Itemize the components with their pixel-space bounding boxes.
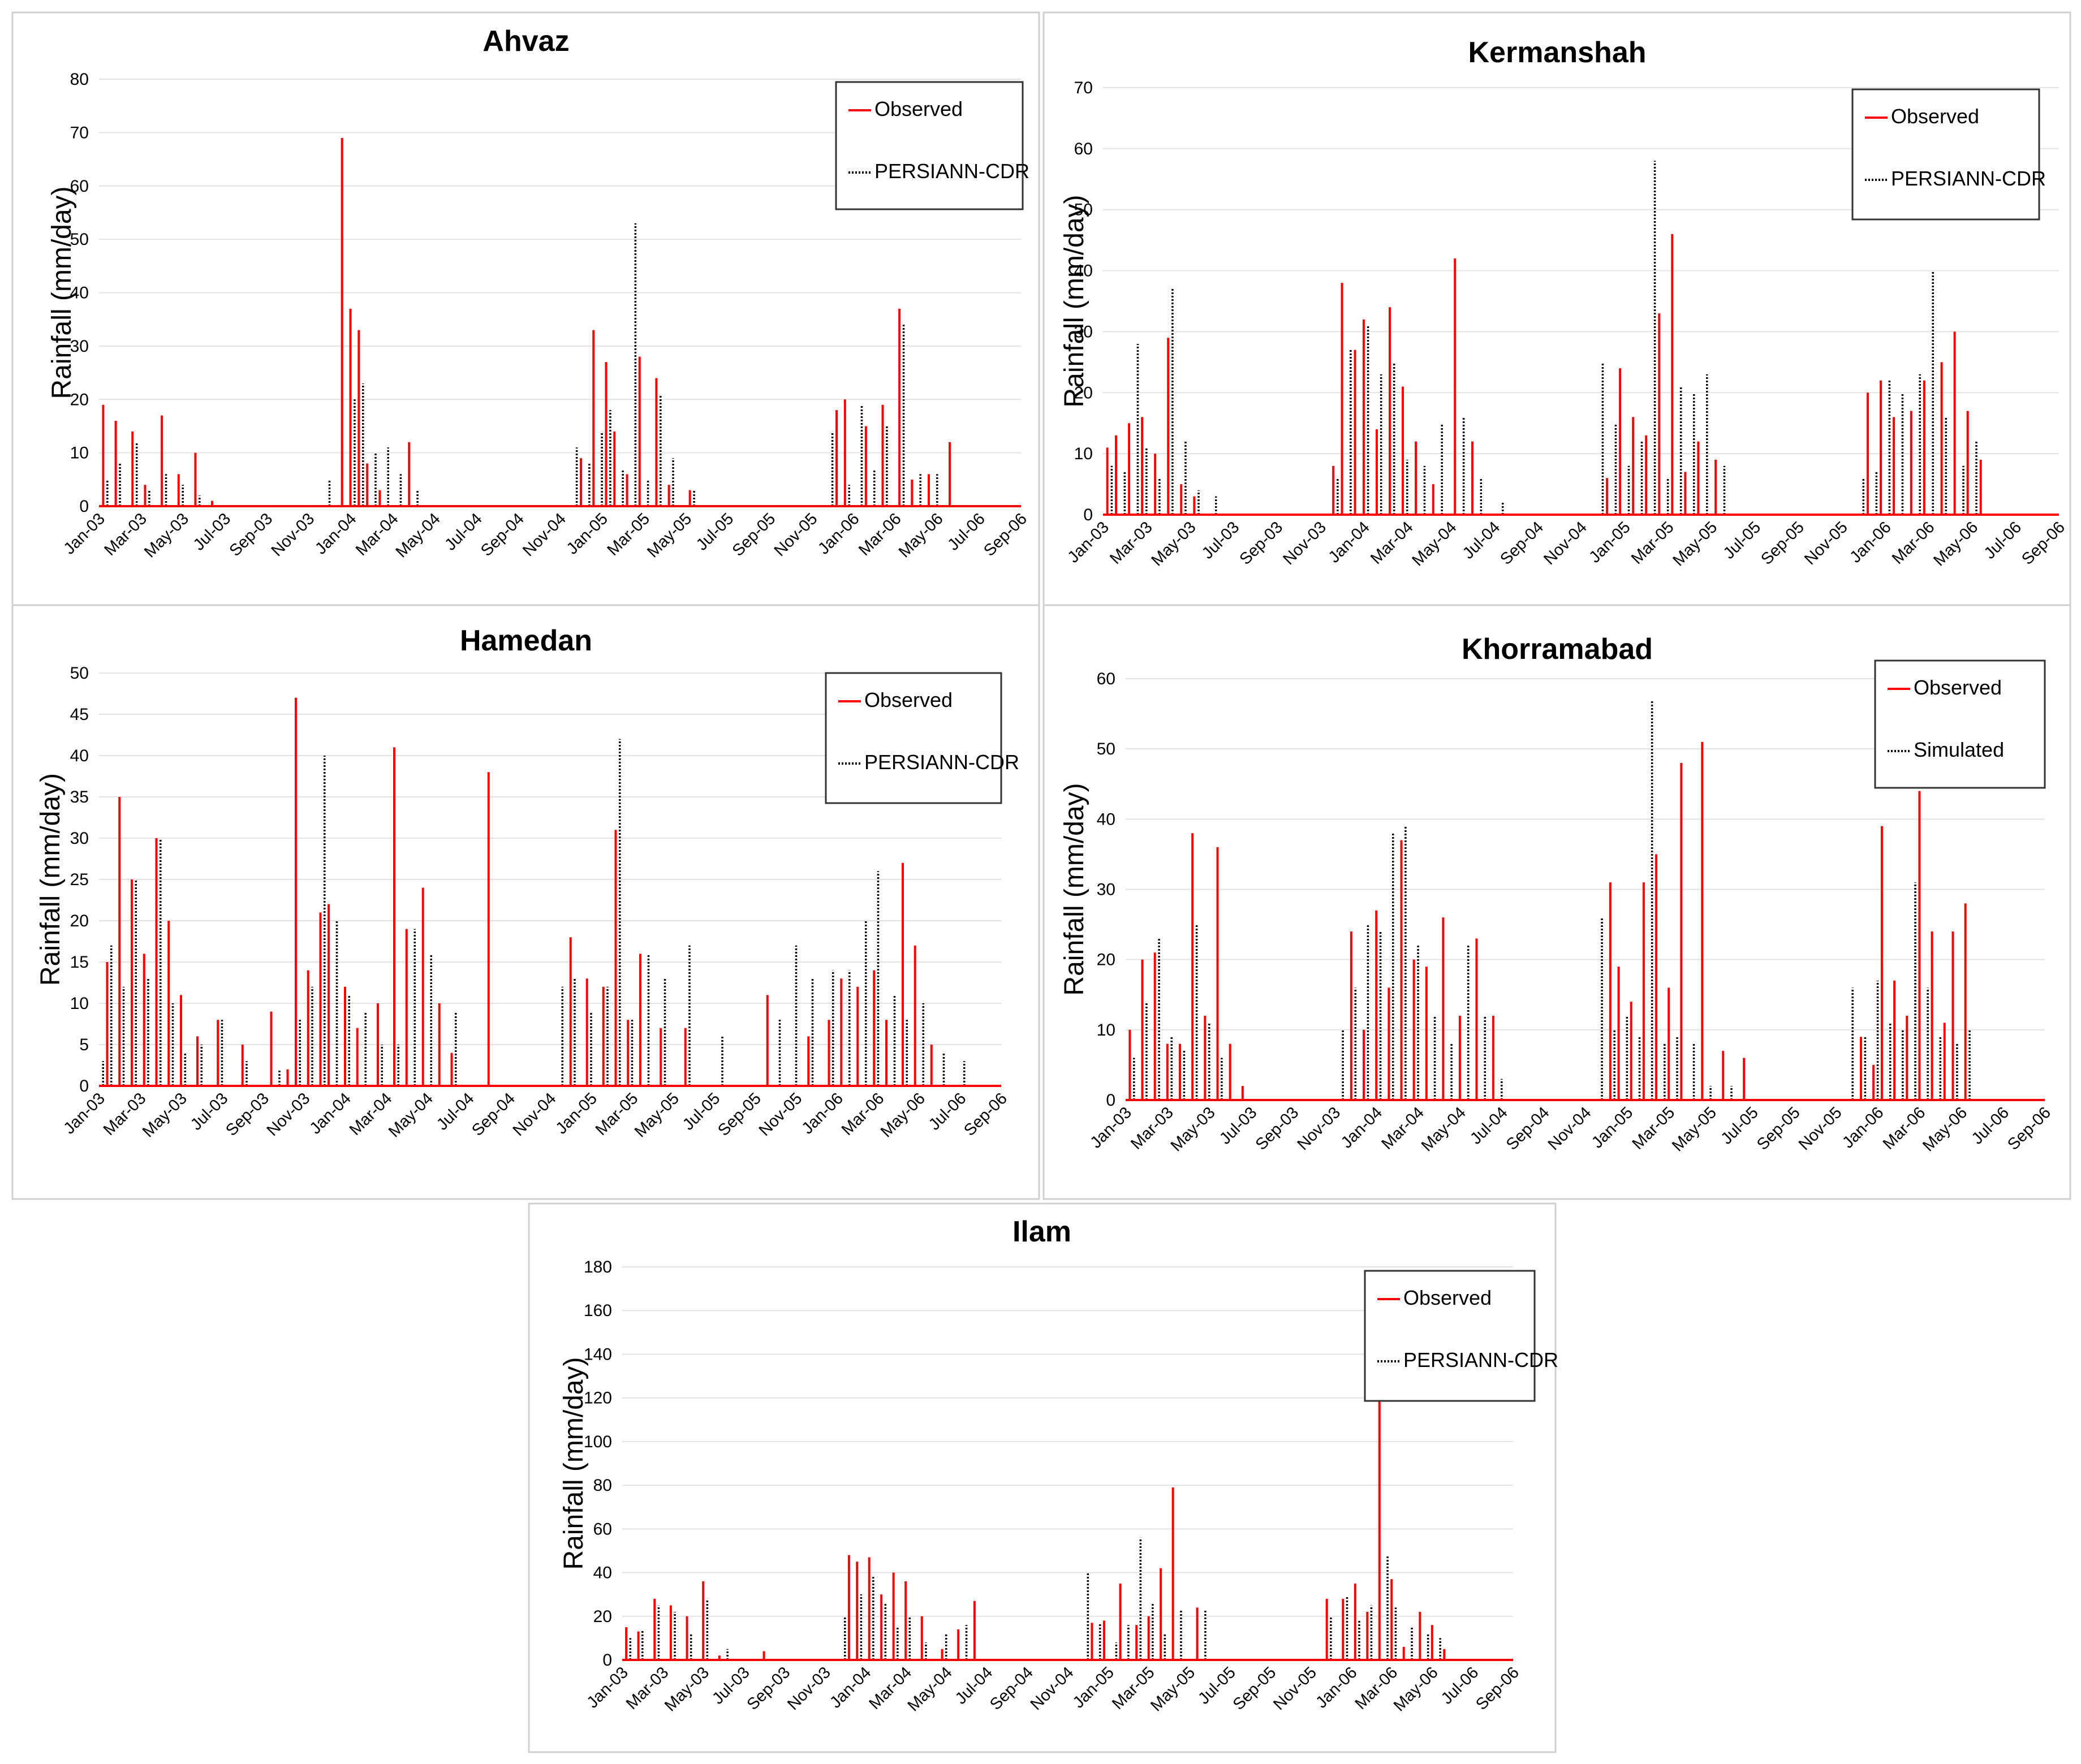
y-tick-label: 15 — [70, 953, 89, 972]
y-tick-label: 20 — [70, 912, 89, 930]
y-tick-label: 40 — [70, 747, 89, 765]
series-observed — [106, 697, 933, 1086]
y-tick-label: 60 — [1097, 670, 1115, 688]
y-tick-label: 80 — [593, 1476, 612, 1495]
y-axis-label: Rainfall (mm/day) — [36, 773, 66, 986]
legend-box — [1364, 1270, 1536, 1402]
y-tick-label: 35 — [70, 788, 89, 806]
y-tick-label: 60 — [70, 177, 89, 196]
chart-panel-ilam: Ilam 0 20 40 60 80 100 120 140 160 180 Rainfall (mm… — [528, 1202, 1558, 1753]
chart-title: Ahvaz — [482, 25, 569, 58]
legend-label: Observed — [1891, 105, 1979, 128]
y-tick-label: 20 — [593, 1607, 612, 1626]
series-observed — [1106, 234, 1982, 515]
legend: Observed PERSIANN-CDR — [835, 81, 1029, 210]
legend-label: Simulated — [1914, 738, 2004, 761]
y-tick-label: 50 — [70, 230, 89, 249]
y-tick-label: 50 — [1074, 201, 1093, 219]
legend-label: Observed — [1403, 1286, 1492, 1309]
legend-label: Observed — [864, 688, 953, 711]
y-tick-label: 140 — [584, 1345, 612, 1364]
chart-panel-khorramabad: Khorramabad 0 10 20 30 40 50 60 Rainfall (mm/day… — [1042, 604, 2071, 1200]
legend: Observed PERSIANN-CDR — [825, 672, 1019, 804]
chart-title: Hamedan — [460, 624, 592, 657]
y-tick-label: 0 — [79, 497, 89, 516]
series-observed — [102, 137, 951, 506]
y-axis-label: Rainfall (mm/day) — [47, 186, 77, 399]
legend-box — [1851, 88, 2040, 221]
y-tick-label: 25 — [70, 870, 89, 889]
chart-panel-hamedan: Hamedan 0 5 10 15 20 25 30 35 40 45 50 Rainfall (mm/… — [11, 604, 1040, 1200]
y-tick-label: 160 — [584, 1301, 612, 1320]
y-axis-label: Rainfall (mm/day) — [1059, 195, 1089, 407]
legend-label: PERSIANN-CDR — [1891, 167, 2046, 190]
legend: Observed PERSIANN-CDR — [1364, 1270, 1558, 1402]
legend-box — [835, 81, 1024, 210]
y-tick-label: 10 — [70, 994, 89, 1013]
y-tick-label: 70 — [70, 123, 89, 142]
y-tick-label: 180 — [584, 1258, 612, 1276]
legend-label: Observed — [1914, 676, 2002, 699]
y-tick-label: 60 — [593, 1520, 612, 1538]
y-tick-label: 30 — [1074, 322, 1093, 341]
y-tick-label: 60 — [1074, 140, 1093, 158]
y-tick-label: 5 — [79, 1036, 89, 1054]
series-observed — [1128, 741, 1967, 1100]
y-tick-label: 80 — [70, 70, 89, 89]
y-tick-label: 0 — [1083, 506, 1093, 524]
y-tick-label: 0 — [79, 1077, 89, 1096]
chart-panel-kermanshah: Kermanshah 0 10 20 30 40 50 60 70 Rainfall (mm/da… — [1042, 11, 2071, 607]
chart-title: Ilam — [1013, 1215, 1071, 1248]
y-axis-label: Rainfall (mm/day) — [1059, 783, 1089, 995]
y-tick-label: 30 — [1097, 881, 1115, 899]
series-observed — [625, 1306, 1446, 1660]
legend: Observed PERSIANN-CDR — [1851, 88, 2046, 221]
y-tick-label: 20 — [1074, 383, 1093, 402]
y-tick-label: 40 — [1074, 262, 1093, 281]
y-tick-label: 120 — [584, 1389, 612, 1408]
y-tick-label: 0 — [602, 1651, 612, 1670]
y-tick-label: 0 — [1106, 1091, 1115, 1110]
y-tick-label: 50 — [1097, 740, 1115, 758]
legend-box — [825, 672, 1002, 804]
legend-label: Observed — [874, 97, 963, 120]
y-tick-label: 10 — [1097, 1021, 1115, 1040]
y-tick-label: 20 — [70, 390, 89, 409]
series-persiann-cdr — [629, 1537, 1441, 1660]
y-tick-label: 10 — [1074, 445, 1093, 463]
y-tick-label: 10 — [70, 444, 89, 463]
y-tick-label: 40 — [1097, 810, 1115, 829]
legend-label: PERSIANN-CDR — [1403, 1348, 1558, 1371]
y-tick-label: 40 — [593, 1564, 612, 1582]
y-tick-label: 45 — [70, 705, 89, 724]
legend: Observed Simulated — [1874, 659, 2046, 789]
y-axis-label: Rainfall (mm/day) — [559, 1357, 589, 1569]
series-persiann-cdr — [1110, 161, 1977, 515]
y-tick-label: 40 — [70, 284, 89, 303]
y-tick-label: 100 — [584, 1433, 612, 1451]
y-tick-label: 30 — [70, 337, 89, 356]
legend-box — [1874, 659, 2046, 789]
y-tick-label: 70 — [1074, 79, 1093, 97]
legend-label: PERSIANN-CDR — [874, 159, 1029, 183]
series-persiann-cdr — [102, 739, 966, 1086]
series-simulated — [1133, 700, 1971, 1100]
chart-title: Khorramabad — [1462, 633, 1653, 666]
y-tick-label: 20 — [1097, 951, 1115, 969]
chart-title: Kermanshah — [1468, 36, 1647, 69]
legend-label: PERSIANN-CDR — [864, 751, 1019, 774]
y-tick-label: 50 — [70, 664, 89, 683]
y-tick-label: 30 — [70, 829, 89, 848]
